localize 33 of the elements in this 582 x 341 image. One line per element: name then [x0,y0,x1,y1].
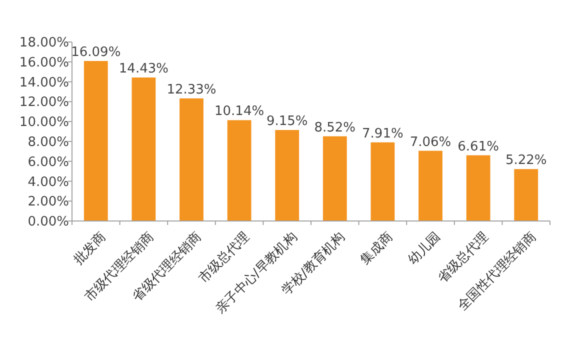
y-tick-label: 6.00% [28,154,69,170]
data-label: 8.52% [314,120,356,136]
data-label: 16.09% [71,44,121,60]
y-tick-label: 10.00% [19,115,69,130]
data-label: 7.91% [362,126,404,142]
data-label: 6.61% [458,139,499,154]
bar [180,98,204,221]
bar [322,136,347,221]
data-label: 7.06% [410,134,452,150]
y-tick-label: 16.00% [19,55,69,70]
data-label: 12.33% [166,82,216,98]
y-tick-label: 18.00% [19,36,69,51]
bar [227,120,252,221]
y-tick-label: 14.00% [19,75,69,90]
x-tick-label: 批发商 [70,230,110,268]
data-label: 9.15% [266,114,308,130]
data-label: 14.43% [118,62,168,76]
y-tick-label: 4.00% [28,174,69,190]
bar [275,130,300,221]
bar [418,150,442,221]
data-label: 5.22% [505,153,547,168]
bar [84,60,108,221]
x-tick-label: 幼儿园 [406,230,444,268]
y-tick-label: 8.00% [28,134,69,150]
y-tick-label: 0.00% [28,214,69,230]
data-label: 10.14% [214,104,264,120]
x-tick-label: 集成商 [358,230,396,268]
bar [514,169,538,221]
y-tick-label: 2.00% [28,194,69,210]
y-tick-label: 12.00% [19,95,69,110]
bar [466,155,490,221]
bar [370,142,395,221]
bar [132,78,156,221]
